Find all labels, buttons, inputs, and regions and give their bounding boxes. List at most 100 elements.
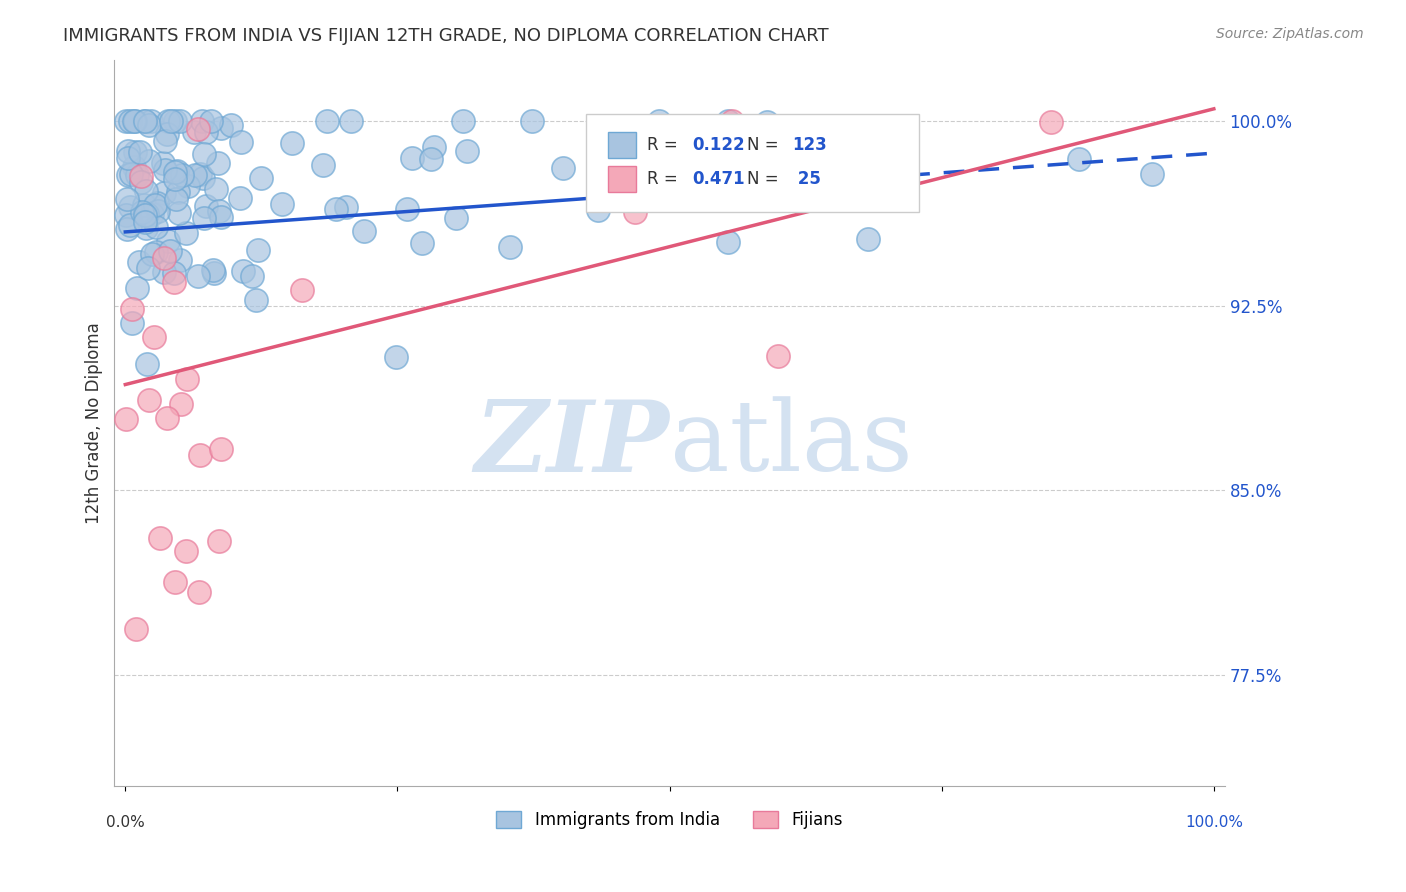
Text: 0.122: 0.122: [692, 136, 744, 153]
Point: [143, 329, 166, 343]
Point: [128, 255, 150, 269]
Text: R =: R =: [647, 169, 683, 187]
Point: [209, 121, 232, 136]
Text: N =: N =: [747, 136, 785, 153]
Point: [315, 114, 337, 128]
Point: [149, 531, 172, 545]
Point: [202, 266, 225, 280]
Point: [153, 265, 176, 279]
Point: [148, 203, 170, 218]
Point: [842, 159, 865, 173]
Point: [159, 244, 181, 259]
Point: [191, 114, 214, 128]
Point: [138, 393, 160, 408]
Text: IMMIGRANTS FROM INDIA VS FIJIAN 12TH GRADE, NO DIPLOMA CORRELATION CHART: IMMIGRANTS FROM INDIA VS FIJIAN 12TH GRA…: [63, 27, 830, 45]
Point: [129, 169, 152, 183]
Point: [401, 151, 423, 165]
Point: [122, 114, 145, 128]
Point: [163, 267, 186, 281]
Point: [127, 168, 149, 182]
Point: [155, 163, 177, 178]
Text: 25: 25: [792, 169, 821, 187]
Point: [163, 165, 186, 179]
Point: [146, 195, 169, 210]
Point: [648, 114, 671, 128]
Point: [240, 268, 263, 283]
Point: [122, 160, 145, 174]
Point: [202, 263, 225, 277]
Point: [208, 203, 231, 218]
Point: [141, 207, 163, 221]
Point: [120, 167, 142, 181]
Point: [167, 206, 190, 220]
Point: [245, 293, 267, 307]
Point: [200, 114, 222, 128]
Point: [134, 207, 156, 221]
Point: [117, 144, 139, 158]
Point: [190, 168, 212, 182]
Text: 0.0%: 0.0%: [105, 815, 145, 830]
Point: [120, 200, 142, 214]
Point: [124, 114, 146, 128]
Point: [1069, 153, 1091, 167]
Text: 123: 123: [792, 136, 827, 153]
Point: [229, 136, 252, 150]
Point: [153, 186, 176, 200]
Point: [191, 171, 214, 186]
Point: [291, 284, 314, 298]
Point: [138, 154, 160, 169]
Point: [184, 168, 207, 182]
Point: [159, 114, 181, 128]
Point: [778, 128, 800, 142]
Point: [127, 281, 149, 295]
Point: [187, 268, 209, 283]
Point: [177, 178, 200, 193]
Point: [1140, 167, 1163, 181]
Point: [124, 145, 146, 159]
Point: [205, 182, 228, 196]
Point: [396, 202, 419, 216]
Point: [145, 219, 167, 234]
Point: [193, 211, 215, 225]
Point: [250, 170, 273, 185]
Point: [115, 209, 138, 223]
FancyBboxPatch shape: [609, 166, 637, 192]
FancyBboxPatch shape: [609, 132, 637, 158]
Point: [353, 224, 375, 238]
Point: [187, 122, 209, 136]
Point: [118, 219, 141, 233]
Point: [271, 196, 294, 211]
Point: [456, 144, 478, 158]
Point: [755, 115, 778, 129]
Point: [717, 235, 740, 249]
Point: [143, 198, 166, 212]
Point: [145, 244, 167, 259]
Point: [751, 185, 773, 199]
Point: [134, 208, 156, 222]
Text: 100.0%: 100.0%: [1185, 815, 1243, 830]
Point: [117, 168, 139, 182]
Point: [717, 114, 740, 128]
Point: [115, 114, 138, 128]
Point: [444, 211, 467, 225]
Point: [174, 544, 197, 558]
Point: [152, 251, 174, 265]
Point: [138, 260, 160, 275]
Point: [166, 185, 188, 199]
Point: [208, 534, 231, 549]
Point: [721, 114, 744, 128]
Point: [139, 114, 162, 128]
Text: Source: ZipAtlas.com: Source: ZipAtlas.com: [1216, 27, 1364, 41]
Point: [135, 357, 157, 371]
Point: [121, 301, 143, 316]
Point: [124, 622, 146, 636]
Point: [419, 152, 441, 166]
Point: [188, 448, 211, 462]
Point: [187, 585, 209, 599]
Point: [325, 202, 347, 217]
Point: [246, 243, 269, 257]
Point: [166, 164, 188, 178]
Point: [451, 114, 474, 128]
Point: [117, 151, 139, 165]
Point: [209, 442, 232, 456]
